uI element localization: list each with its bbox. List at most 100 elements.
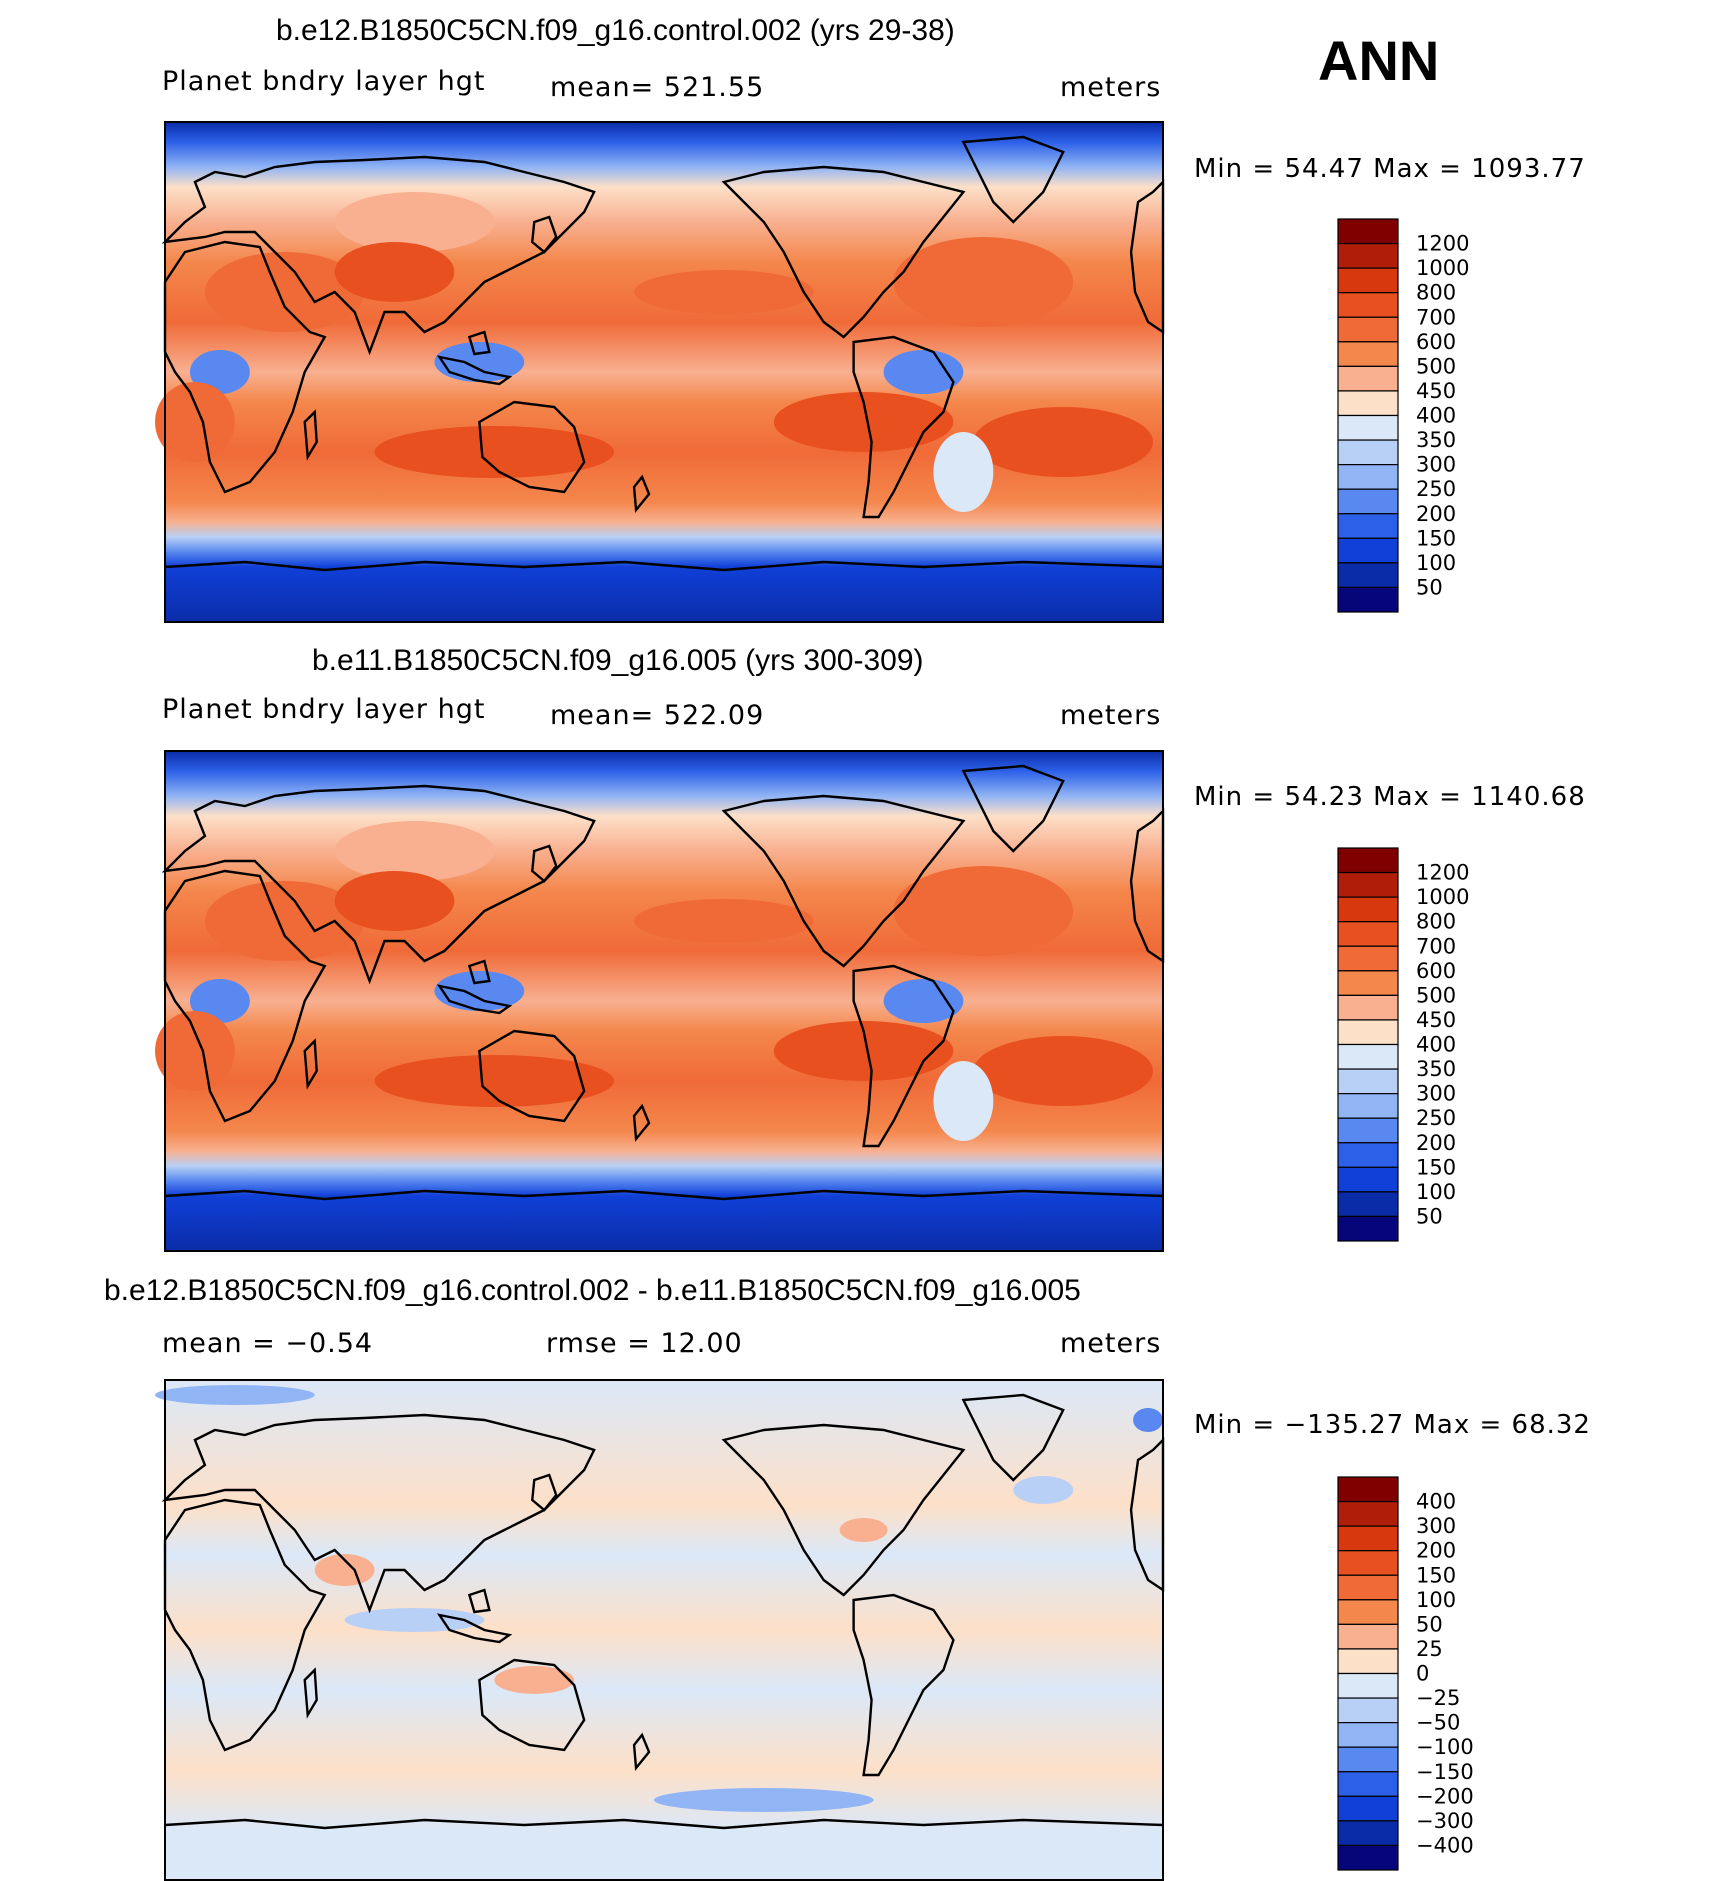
colorbar-tick-label: 200 bbox=[1416, 1131, 1456, 1155]
colorbar-tick-label: 350 bbox=[1416, 1057, 1456, 1081]
colorbar-tick-label: 1000 bbox=[1416, 885, 1469, 909]
colorbar-swatch bbox=[1337, 1672, 1399, 1699]
colorbar-swatch bbox=[1337, 1043, 1399, 1070]
colorbar-tick-label: −50 bbox=[1416, 1711, 1460, 1735]
colorbar-tick-label: 600 bbox=[1416, 959, 1456, 983]
colorbar-swatch bbox=[1337, 414, 1399, 441]
colorbar-swatch bbox=[1337, 1019, 1399, 1046]
colorbar-tick-label: 1200 bbox=[1416, 232, 1469, 256]
colorbar-tick-label: 700 bbox=[1416, 934, 1456, 958]
colorbar-tick-label: 100 bbox=[1416, 551, 1456, 575]
panel-3-units-label: meters bbox=[1060, 1328, 1162, 1359]
colorbar-tick-label: 250 bbox=[1416, 1106, 1456, 1130]
colorbar-swatch bbox=[1337, 1117, 1399, 1144]
colorbar-swatch bbox=[1337, 1166, 1399, 1193]
colorbar-swatch bbox=[1337, 316, 1399, 343]
colorbar-tick-label: 450 bbox=[1416, 1008, 1456, 1032]
colorbar-swatch bbox=[1337, 896, 1399, 923]
colorbar-tick-label: 50 bbox=[1416, 1204, 1443, 1228]
colorbar-swatch bbox=[1337, 1068, 1399, 1095]
colorbar-tick-label: 500 bbox=[1416, 983, 1456, 1007]
colorbar-tick-label: 400 bbox=[1416, 1033, 1456, 1057]
colorbar-tick-label: −200 bbox=[1416, 1784, 1474, 1808]
colorbar-swatch bbox=[1337, 1093, 1399, 1119]
colorbar-tick-label: 700 bbox=[1416, 305, 1456, 329]
colorbar-tick-label: 0 bbox=[1416, 1662, 1429, 1686]
colorbar-tick-label: −150 bbox=[1416, 1760, 1474, 1784]
colorbar-tick-label: 25 bbox=[1416, 1637, 1443, 1661]
colorbar-tick-label: −25 bbox=[1416, 1686, 1460, 1710]
colorbar-swatch bbox=[1337, 994, 1399, 1021]
colorbar-tick-label: 300 bbox=[1416, 1514, 1456, 1538]
colorbar-swatch bbox=[1337, 562, 1399, 589]
colorbar-tick-label: 50 bbox=[1416, 575, 1443, 599]
colorbar-swatch bbox=[1337, 1215, 1399, 1242]
colorbar-tick-label: 450 bbox=[1416, 379, 1456, 403]
colorbar-tick-label: −100 bbox=[1416, 1735, 1474, 1759]
colorbar-tick-label: 800 bbox=[1416, 910, 1456, 934]
panel-3-map bbox=[155, 1379, 1165, 1881]
colorbar-swatch bbox=[1337, 970, 1399, 996]
colorbar-swatch bbox=[1337, 1476, 1399, 1503]
colorbar-swatch bbox=[1337, 365, 1399, 392]
colorbar-swatch bbox=[1337, 341, 1399, 367]
panel-3-minmax-label: Min = −135.27 Max = 68.32 bbox=[1194, 1410, 1591, 1440]
colorbar-tick-label: 100 bbox=[1416, 1180, 1456, 1204]
panel-2-map bbox=[155, 750, 1165, 1252]
colorbar-tick-label: 400 bbox=[1416, 1490, 1456, 1514]
colorbar-tick-label: 100 bbox=[1416, 1588, 1456, 1612]
colorbar-tick-label: 350 bbox=[1416, 428, 1456, 452]
colorbar-swatch bbox=[1337, 1844, 1399, 1871]
colorbar-swatch bbox=[1337, 1574, 1399, 1601]
colorbar-swatch bbox=[1337, 871, 1399, 898]
colorbar-tick-label: 200 bbox=[1416, 502, 1456, 526]
panel-3-mean-label: mean = −0.54 bbox=[162, 1328, 374, 1359]
colorbar-tick-label: 1000 bbox=[1416, 256, 1469, 280]
colorbar-swatch bbox=[1337, 1623, 1399, 1650]
colorbar-swatch bbox=[1337, 1142, 1399, 1168]
colorbar-swatch bbox=[1337, 1191, 1399, 1218]
panel-1-map bbox=[155, 121, 1165, 623]
colorbar-swatch bbox=[1337, 1795, 1399, 1822]
colorbar-swatch bbox=[1337, 1648, 1399, 1675]
colorbar-swatch bbox=[1337, 242, 1399, 269]
panel-2-mean-label: mean= 522.09 bbox=[550, 700, 765, 731]
panel-2-units-label: meters bbox=[1060, 700, 1162, 731]
colorbar-tick-label: 400 bbox=[1416, 404, 1456, 428]
panel-2-title: b.e11.B1850C5CN.f09_g16.005 (yrs 300-309… bbox=[312, 644, 924, 677]
colorbar-swatch bbox=[1337, 267, 1399, 294]
colorbar-swatch bbox=[1337, 1599, 1399, 1625]
panel-2-minmax-label: Min = 54.23 Max = 1140.68 bbox=[1194, 782, 1586, 812]
colorbar-tick-label: −400 bbox=[1416, 1833, 1474, 1857]
colorbar-tick-label: 150 bbox=[1416, 1155, 1456, 1179]
colorbar-swatch bbox=[1337, 1771, 1399, 1797]
colorbar-swatch bbox=[1337, 218, 1399, 245]
panel-1-variable-label: Planet bndry layer hgt bbox=[162, 66, 486, 97]
panel-2-colorbar: 1200100080070060050045040035030025020015… bbox=[1337, 847, 1469, 1242]
colorbar-tick-label: 600 bbox=[1416, 330, 1456, 354]
panel-1-colorbar: 1200100080070060050045040035030025020015… bbox=[1337, 218, 1469, 613]
panel-2-variable-label: Planet bndry layer hgt bbox=[162, 694, 486, 725]
colorbar-tick-label: 300 bbox=[1416, 453, 1456, 477]
colorbar-tick-label: 150 bbox=[1416, 526, 1456, 550]
colorbar-swatch bbox=[1337, 390, 1399, 417]
colorbar-swatch bbox=[1337, 1746, 1399, 1773]
colorbar-swatch bbox=[1337, 439, 1399, 466]
panel-3-rmse-label: rmse = 12.00 bbox=[546, 1328, 743, 1359]
panel-1-mean-label: mean= 521.55 bbox=[550, 72, 765, 103]
colorbar-tick-label: 1200 bbox=[1416, 861, 1469, 885]
colorbar-swatch bbox=[1337, 847, 1399, 874]
colorbar-swatch bbox=[1337, 921, 1399, 947]
colorbar-swatch bbox=[1337, 1500, 1399, 1527]
colorbar-swatch bbox=[1337, 1820, 1399, 1847]
panel-1-units-label: meters bbox=[1060, 72, 1162, 103]
colorbar-swatch bbox=[1337, 464, 1399, 490]
colorbar-tick-label: −300 bbox=[1416, 1809, 1474, 1833]
colorbar-swatch bbox=[1337, 292, 1399, 318]
panel-1-minmax-label: Min = 54.47 Max = 1093.77 bbox=[1194, 154, 1586, 184]
colorbar-swatch bbox=[1337, 1525, 1399, 1552]
colorbar-tick-label: 50 bbox=[1416, 1612, 1443, 1636]
colorbar-swatch bbox=[1337, 1550, 1399, 1576]
panel-1-title: b.e12.B1850C5CN.f09_g16.control.002 (yrs… bbox=[276, 14, 955, 47]
colorbar-tick-label: 200 bbox=[1416, 1539, 1456, 1563]
